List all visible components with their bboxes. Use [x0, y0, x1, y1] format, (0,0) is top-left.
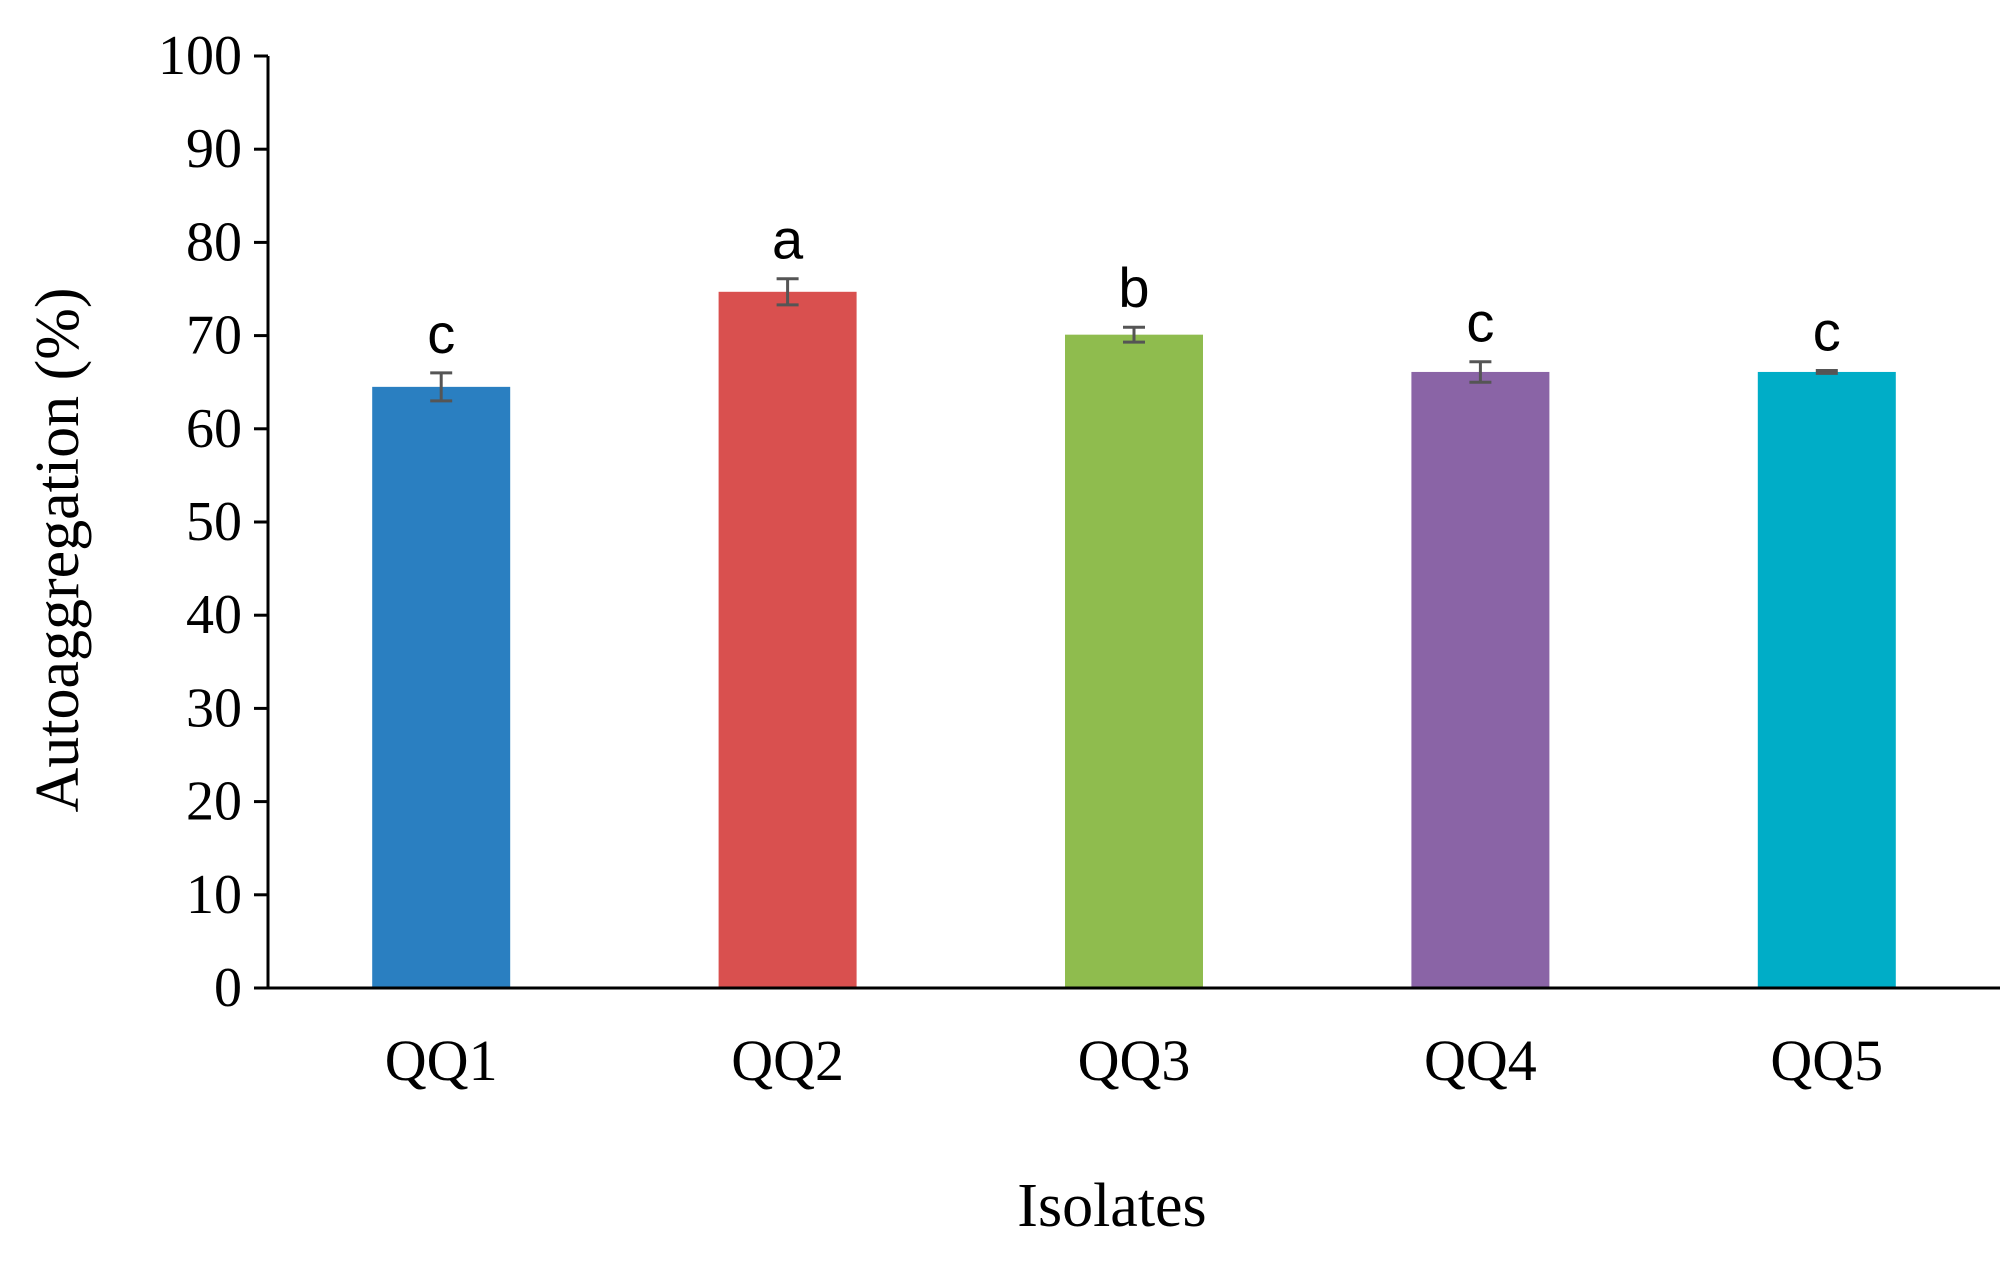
y-tick-label: 100	[158, 25, 242, 87]
x-axis-title: Isolates	[1017, 1172, 1206, 1240]
error-bars	[430, 277, 1838, 403]
significance-letters: c a b c c	[427, 208, 1841, 365]
bar-qq4	[1411, 371, 1550, 988]
y-axis-ticks: 0 10 20 30 40 50 60 70 80 90 100	[158, 25, 268, 1019]
x-category-label: QQ1	[385, 1028, 498, 1093]
bar-qq3	[1065, 334, 1203, 989]
x-category-label: QQ5	[1770, 1028, 1883, 1093]
significance-letter: a	[772, 208, 804, 271]
significance-letter: c	[427, 302, 455, 365]
y-tick-label: 60	[186, 398, 242, 460]
bar-qq1	[372, 386, 511, 988]
significance-letter: c	[1813, 300, 1841, 363]
y-tick-label: 40	[186, 584, 242, 646]
x-category-label: QQ3	[1078, 1028, 1191, 1093]
significance-letter: b	[1118, 256, 1149, 319]
y-tick-label: 50	[186, 491, 242, 553]
bar-qq5	[1757, 371, 1896, 988]
significance-letter: c	[1466, 291, 1494, 354]
y-tick-label: 70	[186, 305, 242, 367]
x-category-label: QQ4	[1424, 1028, 1537, 1093]
y-tick-label: 30	[186, 677, 242, 739]
x-category-label: QQ2	[731, 1028, 844, 1093]
y-tick-label: 20	[186, 771, 242, 833]
y-tick-label: 90	[186, 118, 242, 180]
y-tick-label: 0	[214, 957, 242, 1019]
x-axis-category-labels: QQ1 QQ2 QQ3 QQ4 QQ5	[385, 1028, 1883, 1093]
bar-qq2	[718, 291, 857, 988]
y-tick-label: 80	[186, 211, 242, 273]
y-axis-title: Autoaggregation (%)	[24, 287, 92, 812]
bars	[372, 291, 1896, 989]
y-tick-label: 10	[186, 864, 242, 926]
